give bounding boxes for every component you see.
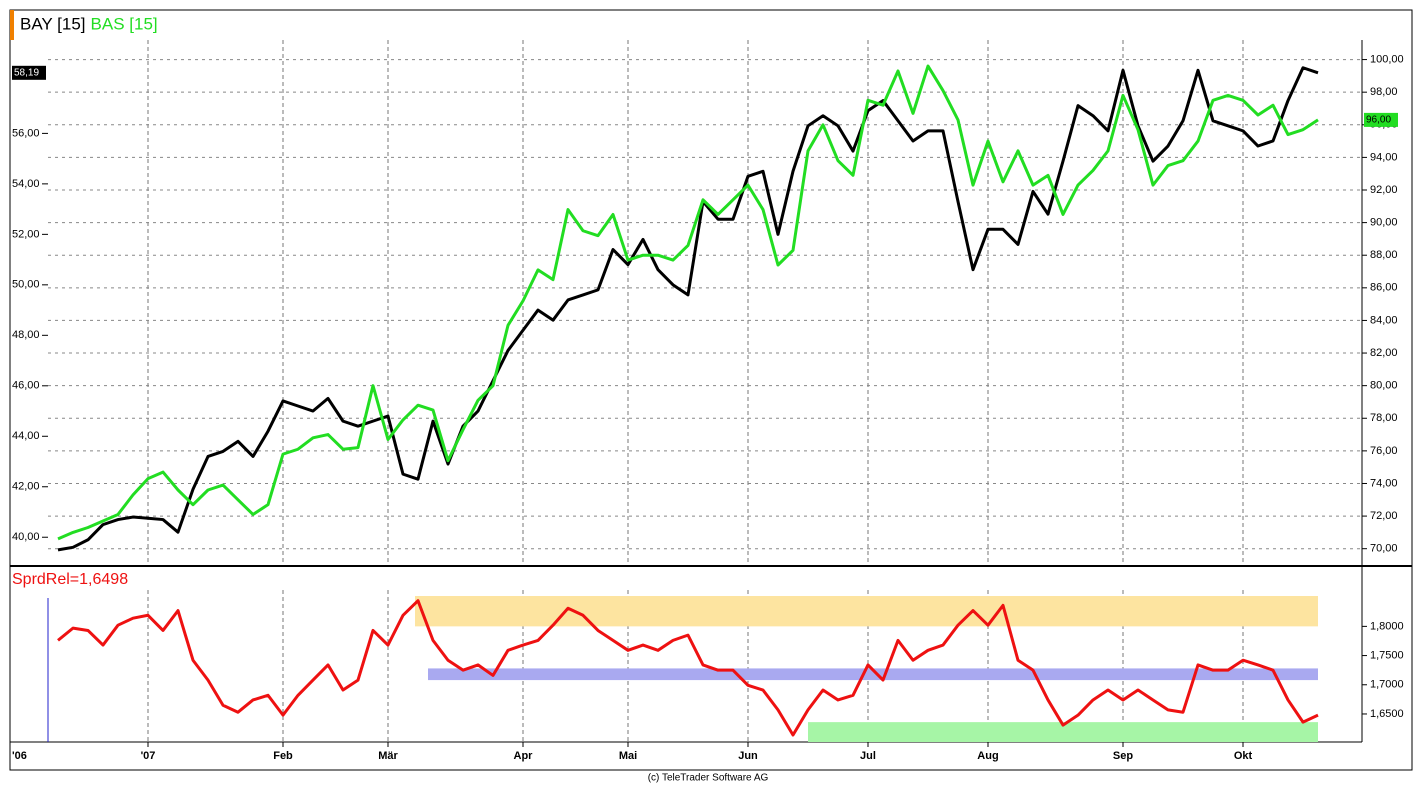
- x-tick-label: Feb: [273, 750, 293, 762]
- x-axis-start-label: '06: [12, 750, 27, 762]
- last-value-label: 96,00: [1366, 115, 1391, 126]
- y2-tick-label: 80,00: [1370, 380, 1398, 392]
- y-tick-label: 1,6500: [1370, 708, 1404, 720]
- y-tick-label: 48,00: [12, 329, 40, 341]
- last-value-badge: [1364, 112, 1398, 127]
- band: [808, 722, 1318, 742]
- x-tick-label: Apr: [514, 750, 534, 762]
- y2-tick-label: 76,00: [1370, 445, 1398, 457]
- y2-tick-label: 74,00: [1370, 477, 1398, 489]
- title-marker: [10, 10, 14, 40]
- y2-tick-label: 90,00: [1370, 217, 1398, 229]
- series-line: [57, 599, 1319, 737]
- frame: [9, 9, 1413, 771]
- y-tick-label: 54,00: [12, 178, 40, 190]
- y-tick-label: 46,00: [12, 380, 40, 392]
- band: [428, 668, 1318, 681]
- x-tick-label: Okt: [1234, 750, 1253, 762]
- y2-tick-label: 94,00: [1370, 151, 1398, 163]
- y2-tick-label: 82,00: [1370, 347, 1398, 359]
- y-tick-label: 40,00: [12, 531, 40, 543]
- y-tick-label: 1,8000: [1370, 620, 1404, 632]
- y2-tick-label: 84,00: [1370, 314, 1398, 326]
- y2-tick-label: 72,00: [1370, 510, 1398, 522]
- y2-tick-label: 98,00: [1370, 86, 1398, 98]
- y2-tick-label: 100,00: [1370, 53, 1404, 65]
- y2-tick-label: 86,00: [1370, 282, 1398, 294]
- y-tick-label: 1,7500: [1370, 649, 1404, 661]
- last-value-badge: [12, 65, 46, 80]
- panel-title: SprdRel=1,6498: [12, 571, 128, 588]
- x-tick-label: Mai: [619, 750, 637, 762]
- series-line: [57, 64, 1319, 541]
- footer: (c) TeleTrader Software AG: [648, 773, 769, 784]
- y-tick-label: 52,00: [12, 228, 40, 240]
- band: [415, 596, 1318, 627]
- y2-tick-label: 92,00: [1370, 184, 1398, 196]
- series-line: [57, 66, 1319, 552]
- y2-tick-label: 70,00: [1370, 543, 1398, 555]
- y2-tick-label: 88,00: [1370, 249, 1398, 261]
- y-tick-label: 56,00: [12, 127, 40, 139]
- last-value-label: 58,19: [14, 67, 39, 78]
- x-tick-label: '07: [141, 750, 156, 762]
- x-tick-label: Mär: [378, 750, 398, 762]
- legend-entry: BAY [15]: [20, 14, 86, 33]
- x-tick-label: Jun: [738, 750, 758, 762]
- y-tick-label: 50,00: [12, 279, 40, 291]
- x-tick-label: Jul: [860, 750, 876, 762]
- y-tick-label: 44,00: [12, 430, 40, 442]
- legend-entry: BAS [15]: [91, 14, 158, 33]
- y-tick-label: 1,7000: [1370, 679, 1404, 691]
- y2-tick-label: 78,00: [1370, 412, 1398, 424]
- x-tick-label: Aug: [977, 750, 998, 762]
- y-tick-label: 42,00: [12, 481, 40, 493]
- x-tick-label: Sep: [1113, 750, 1133, 762]
